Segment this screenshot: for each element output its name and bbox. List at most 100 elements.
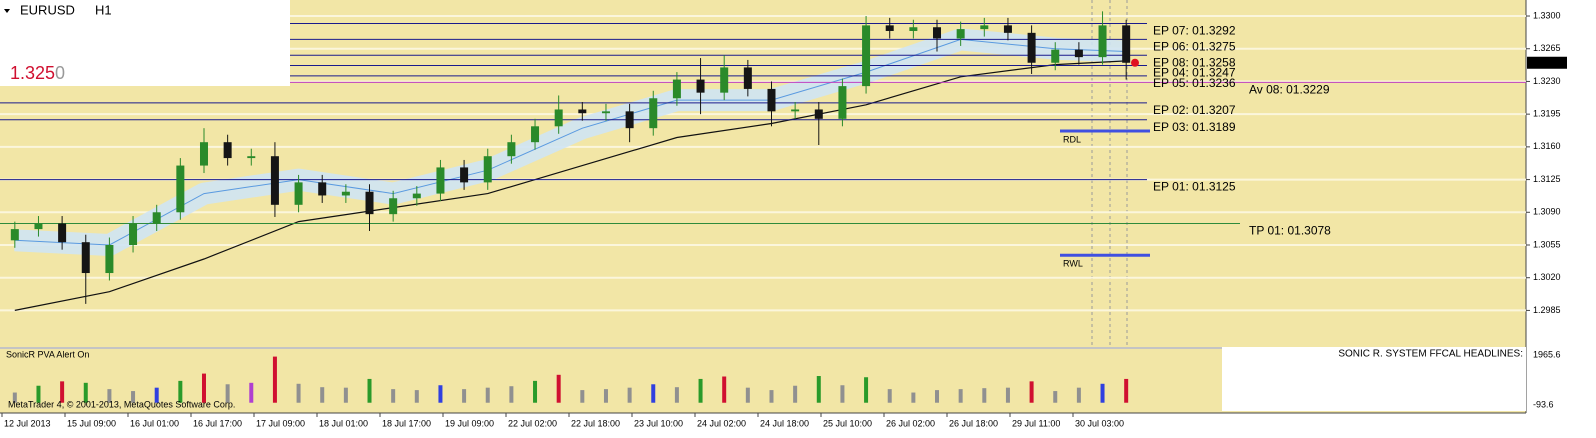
candle-body bbox=[791, 109, 800, 112]
x-tick-label: 18 Jul 17:00 bbox=[382, 418, 431, 428]
y-tick-label: 1.3195 bbox=[1533, 109, 1561, 119]
volume-tick-label: 1965.6 bbox=[1533, 349, 1561, 359]
y-tick-label: 1.3125 bbox=[1533, 174, 1561, 184]
candle-body bbox=[578, 109, 587, 114]
volume-bar bbox=[1005, 387, 1010, 403]
x-tick-label: 22 Jul 18:00 bbox=[571, 418, 620, 428]
level-label: EP 04: 01.3247 bbox=[1153, 66, 1236, 80]
volume-bar bbox=[1100, 383, 1105, 403]
volume-bar bbox=[958, 389, 963, 403]
candle-body bbox=[1027, 32, 1036, 63]
candle-body bbox=[483, 156, 492, 183]
volume-bar bbox=[674, 387, 679, 403]
y-tick-label: 1.3055 bbox=[1533, 239, 1561, 249]
volume-bar bbox=[462, 389, 467, 403]
candle-body bbox=[767, 88, 776, 112]
candle-body bbox=[1122, 25, 1131, 63]
candle-body bbox=[1051, 49, 1060, 63]
candle-body bbox=[318, 182, 327, 196]
candle-body bbox=[554, 109, 563, 127]
level-label: EP 05: 01.3236 bbox=[1153, 76, 1236, 90]
candle-body bbox=[956, 29, 965, 39]
candle-body bbox=[247, 156, 256, 159]
candle-body bbox=[152, 212, 161, 224]
candle-body bbox=[885, 25, 894, 31]
volume-bar bbox=[320, 387, 325, 403]
candle-body bbox=[625, 111, 634, 129]
candle-body bbox=[81, 242, 90, 274]
volume-bar bbox=[1076, 387, 1081, 403]
y-tick-label: 1.2985 bbox=[1533, 305, 1561, 315]
x-tick-label: 26 Jul 02:00 bbox=[886, 418, 935, 428]
candle-body bbox=[838, 86, 847, 119]
volume-bar bbox=[249, 382, 254, 403]
volume-bar bbox=[509, 386, 514, 403]
candle-body bbox=[1074, 49, 1083, 58]
candle-body bbox=[1003, 25, 1012, 33]
volume-bar bbox=[887, 389, 892, 403]
volume-bar bbox=[391, 389, 396, 403]
bid-main: 1.325 bbox=[10, 63, 55, 83]
candle-body bbox=[129, 223, 138, 245]
x-tick-label: 30 Jul 03:00 bbox=[1075, 418, 1124, 428]
symbol: EURUSD bbox=[20, 2, 75, 17]
level-label: EP 07: 01.3292 bbox=[1153, 24, 1236, 38]
volume-bar bbox=[840, 385, 845, 403]
level-label: EP 02: 01.3207 bbox=[1153, 103, 1236, 117]
candle-body bbox=[365, 191, 374, 215]
volume-bar bbox=[225, 384, 230, 403]
volume-bar bbox=[793, 385, 798, 403]
volume-bar bbox=[36, 385, 41, 403]
candle-body bbox=[105, 244, 114, 274]
x-tick-label: 18 Jul 01:00 bbox=[319, 418, 368, 428]
volume-bar bbox=[343, 387, 348, 403]
ma-line bbox=[14, 60, 1127, 311]
x-tick-label: 19 Jul 09:00 bbox=[445, 418, 494, 428]
dropdown-arrow bbox=[4, 9, 10, 13]
headlines-title: SONIC R. SYSTEM FFCAL HEADLINES: bbox=[1338, 349, 1523, 360]
candle-body bbox=[696, 79, 705, 93]
y-tick-label: 1.3160 bbox=[1533, 141, 1561, 151]
volume-bar bbox=[12, 392, 17, 403]
volume-bar bbox=[367, 378, 372, 403]
candle-body bbox=[933, 27, 942, 39]
volume-bar bbox=[580, 390, 585, 403]
candle-body bbox=[909, 27, 918, 31]
x-tick-label: 12 Jul 2013 bbox=[4, 418, 51, 428]
x-tick-label: 16 Jul 17:00 bbox=[193, 418, 242, 428]
volume-bar bbox=[722, 376, 727, 403]
volume-bar bbox=[603, 389, 608, 403]
volume-bar bbox=[60, 381, 65, 403]
candle-body bbox=[270, 156, 279, 205]
y-tick-label: 1.3265 bbox=[1533, 43, 1561, 53]
volume-bar bbox=[1124, 378, 1129, 403]
volume-bar bbox=[769, 390, 774, 403]
volume-bar bbox=[107, 389, 112, 403]
x-tick-label: 25 Jul 10:00 bbox=[823, 418, 872, 428]
volume-bar bbox=[935, 390, 940, 403]
y-tick-label: 1.3020 bbox=[1533, 272, 1561, 282]
volume-bar bbox=[438, 385, 443, 403]
candle-body bbox=[389, 198, 398, 215]
volume-bar bbox=[272, 356, 277, 403]
volume-bar bbox=[864, 377, 869, 403]
info-panel bbox=[0, 0, 290, 86]
copyright: MetaTrader 4, © 2001-2013, MetaQuotes So… bbox=[8, 399, 235, 409]
candle-body bbox=[507, 142, 516, 157]
candle-body bbox=[294, 182, 303, 205]
candle-body bbox=[980, 25, 989, 30]
y-tick-label: 1.3090 bbox=[1533, 207, 1561, 217]
y-tick-label: 1.3300 bbox=[1533, 10, 1561, 20]
candle-body bbox=[601, 111, 610, 114]
x-tick-label: 17 Jul 09:00 bbox=[256, 418, 305, 428]
candle-body bbox=[436, 167, 445, 194]
x-tick-label: 16 Jul 01:00 bbox=[130, 418, 179, 428]
bid-last: 0 bbox=[55, 63, 65, 83]
volume-bar bbox=[178, 380, 183, 403]
volume-bar bbox=[533, 380, 538, 403]
volume-tick-label: -93.6 bbox=[1533, 399, 1554, 409]
level-label: EP 03: 01.3189 bbox=[1153, 120, 1236, 134]
candle-body bbox=[223, 142, 232, 159]
volume-bar bbox=[1029, 381, 1034, 403]
